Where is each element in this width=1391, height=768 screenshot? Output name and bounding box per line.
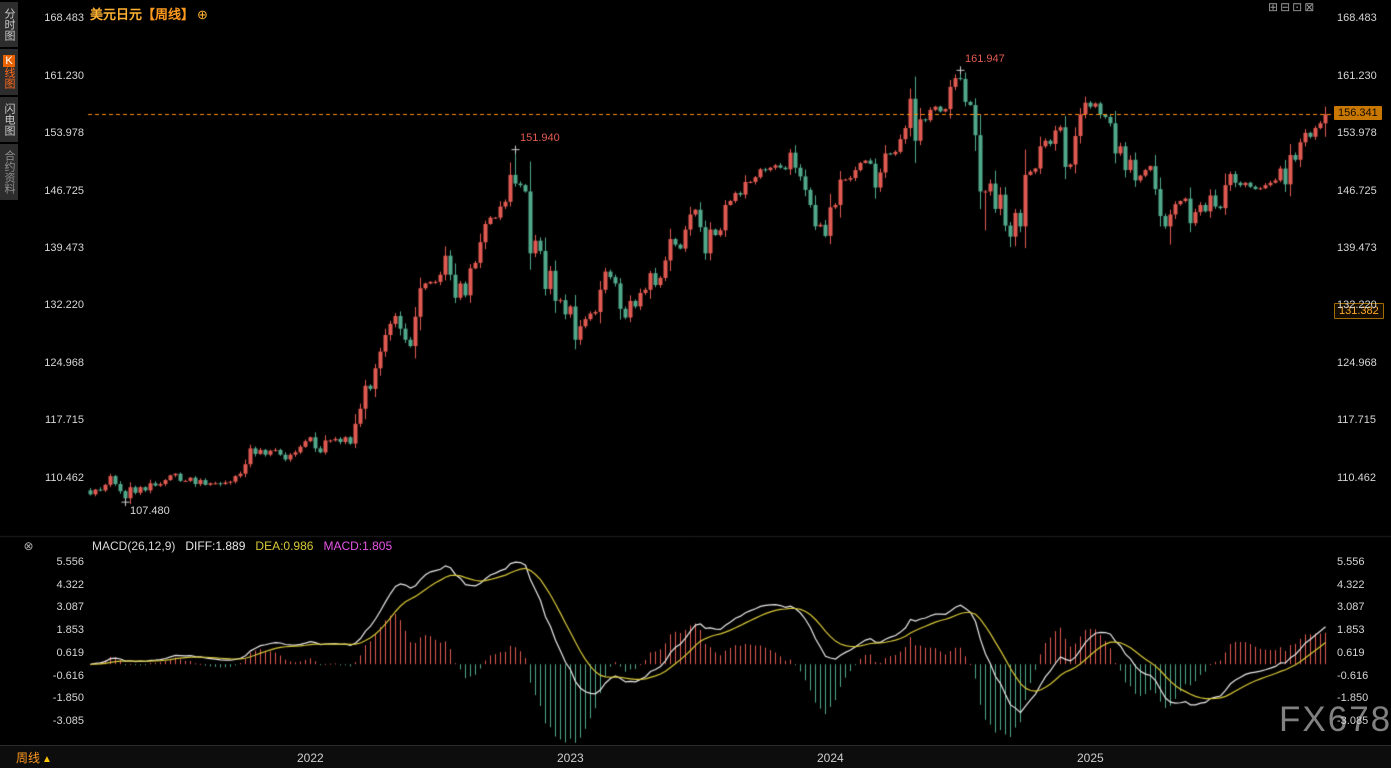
sidebar-tab-label: 合约资料 — [3, 150, 15, 194]
chart-toolbar: ⊞ ⊟ ⊡ ⊠ — [1268, 1, 1314, 13]
watermark: FX678 — [1279, 700, 1391, 739]
left-tab-bar: 分时图 K线图 闪电图 合约资料 — [0, 2, 18, 200]
chart-title: 美元日元【周线】 ⊕ — [90, 4, 208, 23]
macd-dea-value: DEA:0.986 — [255, 539, 314, 553]
time-axis-bar — [0, 745, 1391, 768]
indicator-toggle-icon[interactable]: ⊗ — [23, 539, 34, 553]
layout-rows-icon[interactable]: ⊟ — [1280, 0, 1291, 14]
period-selector[interactable]: 周线 ▲ — [16, 749, 52, 766]
symbol-name: 美元日元 — [90, 7, 143, 22]
bottom-panel-icon[interactable]: ⊡ — [1292, 0, 1303, 14]
period-name: 【周线】 — [142, 7, 195, 22]
secondary-price-tag: 131.382 — [1334, 303, 1384, 320]
indicator-header: MACD(26,12,9) DIFF:1.889 DEA:0.986 MACD:1.8… — [92, 539, 402, 553]
sidebar-tab-contract-info[interactable]: 合约资料 — [0, 144, 18, 200]
macd-params-label: MACD(26,12,9) — [92, 539, 176, 553]
sidebar-tab-kline-chart[interactable]: K线图 — [0, 49, 18, 95]
add-indicator-icon[interactable]: ⊕ — [197, 7, 208, 22]
sidebar-tab-label: 分时图 — [3, 8, 15, 41]
macd-diff-value: DIFF:1.889 — [185, 539, 246, 553]
layout-split-icon[interactable]: ⊞ — [1268, 0, 1279, 14]
sidebar-tab-label: 线图 — [3, 67, 15, 89]
sidebar-tab-label: 闪电图 — [3, 103, 15, 136]
macd-macd-value: MACD:1.805 — [323, 539, 393, 553]
popout-window-icon[interactable]: ⊠ — [1304, 0, 1315, 14]
sidebar-tab-time-chart[interactable]: 分时图 — [0, 2, 18, 47]
k-badge: K — [3, 55, 15, 67]
chevron-up-icon: ▲ — [42, 754, 52, 765]
last-price-tag: 156.341 — [1334, 106, 1382, 121]
sidebar-tab-lightning-chart[interactable]: 闪电图 — [0, 97, 18, 142]
period-selector-label: 周线 — [16, 751, 41, 765]
